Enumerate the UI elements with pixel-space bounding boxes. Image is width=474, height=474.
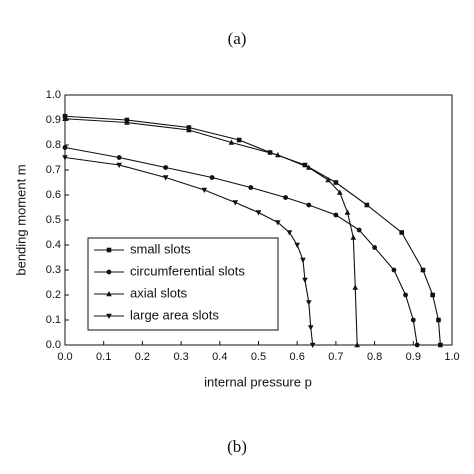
data-point xyxy=(336,189,343,195)
data-point xyxy=(307,325,314,331)
data-point xyxy=(302,162,308,168)
x-tick-label: 0.4 xyxy=(212,351,227,363)
caption: (b) xyxy=(227,437,247,456)
legend-marker xyxy=(106,247,112,253)
legend-label: small slots xyxy=(130,241,191,256)
data-point xyxy=(372,245,377,250)
data-point xyxy=(209,175,215,180)
data-point xyxy=(333,180,339,185)
data-point xyxy=(364,202,370,208)
data-point xyxy=(391,267,397,273)
data-point xyxy=(228,139,235,145)
data-point xyxy=(325,177,331,183)
data-point xyxy=(116,162,122,168)
data-point xyxy=(436,317,441,323)
data-point xyxy=(403,292,408,298)
data-point xyxy=(302,277,308,283)
y-tick-label: 1.0 xyxy=(46,89,61,101)
data-point xyxy=(294,242,300,248)
legend-label: large area slots xyxy=(130,307,219,322)
data-point xyxy=(232,200,239,206)
y-tick-label: 0.4 xyxy=(46,239,61,251)
x-tick-label: 0.2 xyxy=(135,351,150,363)
x-tick-label: 0.1 xyxy=(96,351,111,363)
legend-box xyxy=(87,237,279,331)
y-tick-label: 0.0 xyxy=(46,339,61,351)
data-point xyxy=(306,300,312,306)
data-point xyxy=(162,175,169,181)
legend-marker xyxy=(106,269,112,275)
data-point xyxy=(438,342,443,348)
y-tick-label: 0.1 xyxy=(46,314,61,326)
y-tick-label: 0.2 xyxy=(46,289,61,301)
x-tick-label: 0.6 xyxy=(290,351,305,363)
data-point xyxy=(236,137,242,143)
data-point xyxy=(399,230,404,235)
data-point xyxy=(350,234,357,240)
data-point xyxy=(344,209,351,215)
data-point xyxy=(248,185,254,190)
y-tick-label: 0.7 xyxy=(46,164,61,176)
data-point xyxy=(124,119,130,125)
data-point xyxy=(255,210,262,216)
data-point xyxy=(186,127,192,133)
series-line xyxy=(64,156,314,346)
x-tick-label: 1.0 xyxy=(444,351,459,363)
data-point xyxy=(306,202,312,208)
legend-marker xyxy=(106,291,112,297)
data-point xyxy=(352,284,359,290)
data-point xyxy=(62,145,68,150)
header: (a) xyxy=(228,29,247,48)
series-line xyxy=(64,118,358,346)
data-point xyxy=(356,227,362,233)
y-tick-label: 0.6 xyxy=(46,189,61,201)
y-tick-label: 0.3 xyxy=(46,264,61,276)
y-tick-label: 0.5 xyxy=(46,214,61,226)
legend-label: axial slots xyxy=(130,285,188,300)
y-tick-label: 0.9 xyxy=(46,114,61,126)
x-tick-label: 0.0 xyxy=(57,351,72,363)
x-axis-label: internal pressure p xyxy=(204,374,312,389)
legend-marker xyxy=(106,313,112,319)
y-axis-label: bending moment m xyxy=(13,164,28,275)
data-point xyxy=(333,212,339,218)
data-point xyxy=(62,155,68,161)
x-tick-label: 0.9 xyxy=(406,351,421,363)
x-tick-label: 0.5 xyxy=(251,351,266,363)
x-tick-label: 0.7 xyxy=(328,351,343,363)
data-point xyxy=(306,164,312,170)
data-point xyxy=(275,220,281,226)
data-point xyxy=(116,155,122,160)
x-tick-label: 0.8 xyxy=(367,351,382,363)
data-point xyxy=(62,115,68,121)
y-tick-label: 0.8 xyxy=(46,139,61,151)
data-point xyxy=(420,267,426,273)
data-point xyxy=(414,342,420,348)
data-point xyxy=(410,317,416,323)
data-point xyxy=(354,342,360,348)
data-point xyxy=(286,230,293,236)
series-line xyxy=(64,146,418,346)
data-point xyxy=(283,195,288,200)
data-point xyxy=(275,152,281,158)
x-tick-label: 0.3 xyxy=(173,351,188,363)
data-point xyxy=(300,257,306,263)
data-point xyxy=(309,342,316,348)
data-point xyxy=(163,165,169,170)
data-point xyxy=(430,292,435,298)
legend-label: circumferential slots xyxy=(130,263,245,278)
data-point xyxy=(201,187,208,193)
